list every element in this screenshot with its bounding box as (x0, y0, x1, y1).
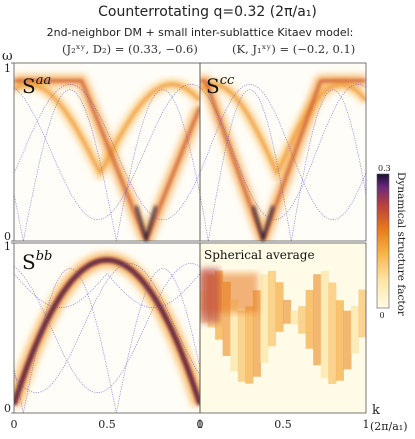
params-left: (J₂ˣʸ, D₂) = (0.33, −0.6) (62, 42, 198, 56)
panel-scc-frame (199, 62, 367, 242)
x-axis-label: k (372, 403, 380, 418)
continuum-column (283, 299, 292, 324)
colorbar-max-label: 0.3 (378, 164, 391, 173)
continuum-column (267, 270, 277, 347)
chart-subtitle: 2nd-neighbor DM + small inter-sublattice… (46, 26, 354, 39)
panel-sbb-mode-1 (14, 263, 200, 393)
panel-saa-mode-1 (14, 84, 200, 220)
continuum-column (275, 282, 284, 332)
panel-saa-mode-3 (14, 89, 200, 241)
continuum-column (290, 310, 299, 325)
panel-scc-mode-2 (200, 84, 366, 220)
panel-scc-mode-3 (200, 89, 366, 241)
continuum-column (350, 305, 360, 354)
chart-title: Counterrotating q=0.32 (2π/a₁) (98, 4, 317, 20)
continuum-column (245, 306, 254, 384)
y-axis-label: ω (2, 49, 13, 64)
ytick-top-0: 0 (4, 230, 11, 243)
panel-sbb-band-dome-core (14, 258, 200, 405)
xtick-right-1: 1 (363, 418, 370, 431)
panel-saa-band-upper-core (14, 82, 200, 176)
continuum-column (343, 310, 352, 370)
continuum-column (320, 270, 329, 379)
continuum-intense-edge (200, 268, 220, 323)
panel-saa-intensity-max (134, 205, 158, 245)
continuum-column (358, 289, 366, 338)
x-axis-unit: (2π/a₁) (370, 420, 408, 433)
panel-saa-band-v-core (14, 79, 200, 241)
params-right: (K, J₁ˣʸ) = (−0.2, 0.1) (232, 42, 356, 56)
colorbar-label: Dynamical structure factor (395, 172, 407, 317)
continuum-column (305, 289, 314, 349)
xtick-right-0.5: 0.5 (274, 418, 292, 431)
continuum-column (328, 282, 337, 385)
panel-sbb-mode-4 (14, 273, 200, 308)
continuum-column (237, 310, 246, 382)
continuum-column (313, 274, 322, 366)
panel-sbb-mode-3 (14, 268, 200, 413)
continuum-column (335, 300, 344, 381)
panel-spherical-frame (199, 242, 367, 414)
continuum-column (260, 274, 269, 363)
panel-saa-mode-2 (14, 84, 200, 220)
panel-scc-band-v-core (200, 79, 366, 241)
xtick-right-0: 0 (197, 418, 204, 431)
panel-scc-intensity-max (251, 205, 275, 245)
continuum-column (230, 299, 239, 372)
panel-sbb-mode-2 (14, 263, 200, 393)
panel-scc-mode-1 (200, 84, 366, 220)
colorbar (376, 173, 390, 309)
xtick-left-0: 0 (11, 418, 18, 431)
xtick-left-1: 1 (197, 418, 204, 431)
continuum-column (252, 290, 261, 377)
panel-label-sphericalaverage: Spherical average (204, 248, 315, 262)
continuum-column (222, 281, 231, 356)
panel-spherical-continuum (200, 243, 366, 413)
ytick-top-1: 1 (4, 62, 11, 75)
ytick-bottom-1: 1 (4, 240, 11, 253)
ytick-bottom-0: 0 (4, 402, 11, 415)
xtick-left-0.5: 0.5 (98, 418, 116, 431)
continuum-column (298, 306, 307, 334)
colorbar-min-label: 0 (379, 311, 384, 320)
